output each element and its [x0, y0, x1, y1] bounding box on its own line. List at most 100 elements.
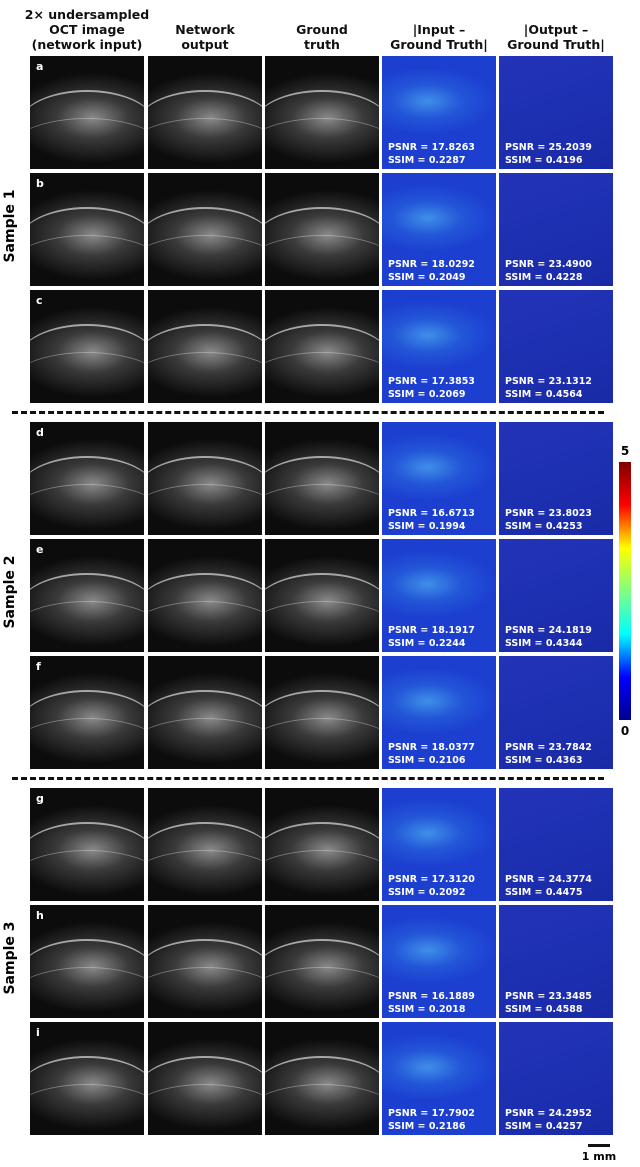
image-panel — [265, 539, 379, 652]
psnr-value: PSNR = 17.3120 — [388, 874, 475, 885]
psnr-value: PSNR = 17.3853 — [388, 376, 475, 387]
ssim-value: SSIM = 0.4344 — [505, 638, 583, 649]
psnr-value: PSNR = 23.3485 — [505, 991, 592, 1002]
psnr-value: PSNR = 18.1917 — [388, 625, 475, 636]
psnr-value: PSNR = 23.4900 — [505, 259, 592, 270]
image-panel — [148, 56, 262, 169]
image-panel — [30, 1022, 144, 1135]
separator — [12, 411, 604, 414]
column-header: Network output — [175, 22, 235, 52]
image-panel — [265, 422, 379, 535]
ssim-value: SSIM = 0.2092 — [388, 887, 466, 898]
colorbar-max: 5 — [620, 444, 630, 458]
image-panel — [499, 905, 613, 1018]
psnr-value: PSNR = 18.0377 — [388, 742, 475, 753]
image-panel — [148, 656, 262, 769]
ssim-value: SSIM = 0.4228 — [505, 272, 583, 283]
ssim-value: SSIM = 0.4588 — [505, 1004, 583, 1015]
image-panel — [148, 539, 262, 652]
image-panel — [382, 56, 496, 169]
image-panel — [148, 422, 262, 535]
ssim-value: SSIM = 0.4475 — [505, 887, 583, 898]
image-panel — [382, 173, 496, 286]
psnr-value: PSNR = 25.2039 — [505, 142, 592, 153]
image-panel — [148, 1022, 262, 1135]
image-panel — [148, 290, 262, 403]
image-panel — [265, 905, 379, 1018]
psnr-value: PSNR = 24.3774 — [505, 874, 592, 885]
image-panel — [499, 173, 613, 286]
image-panel — [382, 290, 496, 403]
image-panel — [30, 905, 144, 1018]
image-panel — [499, 290, 613, 403]
ssim-value: SSIM = 0.2287 — [388, 155, 466, 166]
panel-letter: a — [36, 60, 44, 73]
column-header: Ground truth — [296, 22, 348, 52]
ssim-value: SSIM = 0.4564 — [505, 389, 583, 400]
image-panel — [382, 905, 496, 1018]
image-panel — [30, 173, 144, 286]
sample-label: Sample 1 — [2, 189, 18, 263]
psnr-value: PSNR = 23.8023 — [505, 508, 592, 519]
image-panel — [30, 290, 144, 403]
column-header: 2× undersampled OCT image (network input… — [24, 7, 150, 52]
ssim-value: SSIM = 0.2244 — [388, 638, 466, 649]
image-panel — [382, 422, 496, 535]
image-panel — [30, 656, 144, 769]
image-panel — [499, 422, 613, 535]
sample-label: Sample 2 — [2, 555, 18, 629]
sample-label: Sample 3 — [2, 921, 18, 995]
image-panel — [148, 788, 262, 901]
separator — [12, 777, 604, 780]
column-header: |Output – Ground Truth| — [507, 22, 605, 52]
image-panel — [265, 56, 379, 169]
panel-letter: h — [36, 909, 44, 922]
psnr-value: PSNR = 16.6713 — [388, 508, 475, 519]
panel-letter: g — [36, 792, 44, 805]
image-panel — [382, 656, 496, 769]
panel-letter: d — [36, 426, 44, 439]
panel-letter: i — [36, 1026, 40, 1039]
colorbar — [619, 462, 631, 720]
ssim-value: SSIM = 0.2186 — [388, 1121, 466, 1132]
image-panel — [265, 788, 379, 901]
image-panel — [265, 173, 379, 286]
ssim-value: SSIM = 0.4253 — [505, 521, 583, 532]
ssim-value: SSIM = 0.2069 — [388, 389, 466, 400]
image-panel — [30, 56, 144, 169]
ssim-value: SSIM = 0.2049 — [388, 272, 466, 283]
panel-letter: e — [36, 543, 44, 556]
panel-letter: f — [36, 660, 41, 673]
psnr-value: PSNR = 23.7842 — [505, 742, 592, 753]
image-panel — [382, 1022, 496, 1135]
colorbar-min: 0 — [620, 724, 630, 738]
image-panel — [499, 788, 613, 901]
image-panel — [30, 422, 144, 535]
psnr-value: PSNR = 17.8263 — [388, 142, 475, 153]
image-panel — [265, 656, 379, 769]
panel-letter: b — [36, 177, 44, 190]
psnr-value: PSNR = 18.0292 — [388, 259, 475, 270]
image-panel — [30, 788, 144, 901]
image-panel — [148, 173, 262, 286]
scale-bar-label: 1 mm — [581, 1150, 617, 1163]
psnr-value: PSNR = 23.1312 — [505, 376, 592, 387]
image-panel — [499, 539, 613, 652]
ssim-value: SSIM = 0.4257 — [505, 1121, 583, 1132]
image-panel — [499, 1022, 613, 1135]
image-panel — [265, 290, 379, 403]
ssim-value: SSIM = 0.4363 — [505, 755, 583, 766]
image-panel — [499, 656, 613, 769]
image-panel — [382, 539, 496, 652]
image-panel — [499, 56, 613, 169]
psnr-value: PSNR = 24.2952 — [505, 1108, 592, 1119]
psnr-value: PSNR = 16.1889 — [388, 991, 475, 1002]
image-panel — [382, 788, 496, 901]
ssim-value: SSIM = 0.2018 — [388, 1004, 466, 1015]
psnr-value: PSNR = 17.7902 — [388, 1108, 475, 1119]
scale-bar — [588, 1144, 610, 1147]
ssim-value: SSIM = 0.1994 — [388, 521, 466, 532]
image-panel — [148, 905, 262, 1018]
ssim-value: SSIM = 0.4196 — [505, 155, 583, 166]
